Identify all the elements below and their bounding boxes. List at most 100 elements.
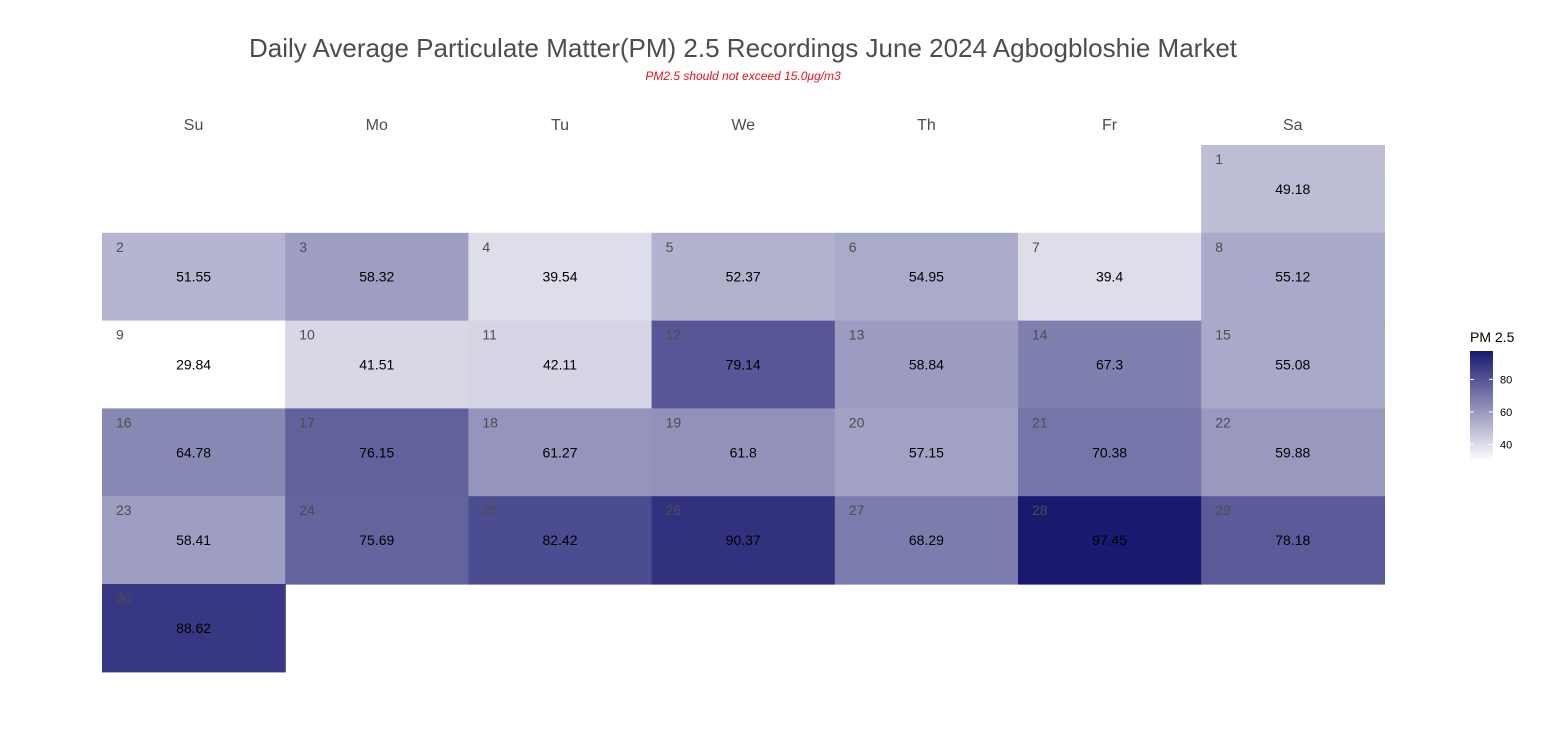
legend-color-bar (1470, 351, 1493, 461)
calendar-day-cell: 17 76.15 (285, 408, 469, 497)
day-tile (102, 320, 286, 409)
chart-subtitle: PM2.5 should not exceed 15.0μg/m3 (645, 69, 841, 83)
calendar-day-cell: 739.4 (1018, 232, 1202, 322)
weekday-label: Th (917, 117, 936, 134)
day-number: 14 (1032, 327, 1048, 343)
calendar-day-cell: 251.55 (102, 232, 286, 322)
day-number: 12 (666, 327, 682, 343)
day-number: 11 (482, 327, 497, 343)
weekday-label: We (731, 117, 755, 134)
day-tile (285, 408, 469, 497)
calendar-day-cell: 358.32 (285, 232, 469, 322)
day-tile (468, 408, 653, 497)
day-number: 13 (849, 327, 865, 343)
pm25-value: 49.18 (1275, 181, 1310, 197)
pm25-value: 61.8 (730, 444, 757, 460)
calendar-day-cell: 855.12 (1201, 232, 1385, 322)
calendar-day-cell: 12 79.14 (651, 320, 836, 409)
day-number: 10 (299, 327, 315, 343)
calendar-cells: 149.18251.55358.32439.54552.37654.95739.… (102, 145, 1385, 673)
day-number: 2 (116, 239, 124, 255)
calendar-day-cell: 14 67.3 (1018, 320, 1202, 409)
pm25-value: 51.55 (176, 269, 211, 285)
pm25-value: 78.18 (1275, 532, 1310, 548)
day-tile (285, 496, 469, 585)
day-tile (468, 496, 653, 585)
pm25-value: 68.29 (909, 532, 944, 548)
pm25-value: 75.69 (359, 532, 394, 548)
day-tile (1201, 408, 1385, 497)
day-number: 1 (1215, 151, 1223, 167)
day-tile (651, 496, 836, 585)
pm25-value: 59.88 (1275, 444, 1310, 460)
weekday-label: Su (184, 117, 204, 134)
pm25-value: 29.84 (176, 357, 211, 373)
day-tile (285, 232, 469, 322)
day-number: 4 (482, 239, 490, 255)
day-tile (285, 320, 469, 409)
pm25-value: 67.3 (1096, 357, 1123, 373)
day-number: 5 (666, 239, 674, 255)
pm25-value: 54.95 (909, 269, 944, 285)
day-tile (834, 496, 1019, 585)
calendar-day-cell: 10 41.51 (285, 320, 469, 409)
calendar-day-cell: 13 58.84 (834, 320, 1019, 409)
color-legend: PM 2.5 40 60 80 (1470, 329, 1515, 461)
weekday-label: Mo (366, 117, 388, 134)
pm25-value: 58.84 (909, 357, 944, 373)
day-tile (102, 496, 286, 585)
calendar-day-cell: 29 78.18 (1201, 496, 1385, 585)
day-number: 29 (1215, 502, 1231, 518)
day-tile (1201, 496, 1385, 585)
pm25-value: 64.78 (176, 444, 211, 460)
calendar-day-cell: 15 55.08 (1201, 320, 1385, 409)
day-number: 23 (116, 502, 132, 518)
weekday-headers: Su Mo Tu We Th Fr Sa (184, 117, 1303, 134)
pm25-value: 39.54 (542, 269, 577, 285)
pm25-value: 90.37 (726, 532, 761, 548)
calendar-day-cell: 23 58.41 (102, 496, 286, 585)
weekday-label: Tu (551, 117, 569, 134)
day-number: 30 (116, 590, 132, 606)
calendar-day-cell: 21 70.38 (1018, 408, 1202, 497)
pm25-value: 57.15 (909, 444, 944, 460)
day-number: 17 (299, 414, 315, 430)
calendar-day-cell: 22 59.88 (1201, 408, 1385, 497)
pm25-value: 97.45 (1092, 532, 1127, 548)
day-number: 28 (1032, 502, 1048, 518)
day-number: 6 (849, 239, 857, 255)
day-number: 16 (116, 414, 132, 430)
legend-tick-label: 40 (1500, 439, 1512, 451)
day-number: 18 (482, 414, 498, 430)
pm25-value: 88.62 (176, 620, 211, 636)
day-tile (1201, 145, 1385, 234)
day-tile (834, 320, 1019, 409)
pm25-value: 55.12 (1275, 269, 1310, 285)
day-tile (468, 320, 653, 409)
pm25-value: 55.08 (1275, 357, 1310, 373)
day-tile (1201, 320, 1385, 409)
day-number: 27 (849, 502, 865, 518)
calendar-day-cell: 149.18 (1201, 145, 1385, 234)
legend-ticks: 40 60 80 (1470, 374, 1512, 451)
calendar-day-cell: 27 68.29 (834, 496, 1019, 585)
day-tile (1201, 232, 1385, 322)
pm25-value: 58.32 (359, 269, 394, 285)
day-tile (834, 232, 1019, 322)
day-tile (102, 584, 286, 673)
calendar-day-cell: 24 75.69 (285, 496, 469, 585)
calendar-day-cell: 28 97.45 (1018, 496, 1202, 585)
calendar-day-cell: 929.84 (102, 320, 286, 409)
day-tile (1018, 496, 1202, 585)
day-number: 15 (1215, 327, 1231, 343)
day-tile (834, 408, 1019, 497)
day-number: 26 (666, 502, 682, 518)
calendar-day-cell: 654.95 (834, 232, 1019, 322)
pm25-value: 79.14 (726, 357, 761, 373)
pm25-value: 52.37 (726, 269, 761, 285)
calendar-day-cell: 20 57.15 (834, 408, 1019, 497)
pm25-value: 70.38 (1092, 444, 1127, 460)
legend-title: PM 2.5 (1470, 329, 1515, 345)
day-tile (1018, 232, 1202, 322)
day-number: 3 (299, 239, 307, 255)
